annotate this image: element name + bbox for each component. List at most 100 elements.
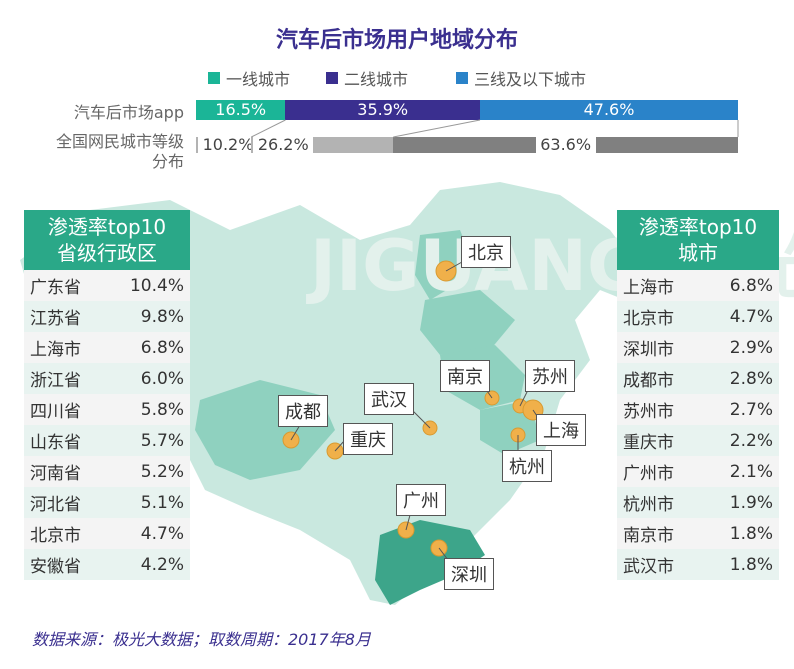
map-label-suzhou: 苏州: [525, 360, 575, 392]
province-table-row: 河南省 5.2%: [24, 456, 190, 487]
map-region-guangdong: [375, 520, 485, 605]
map-label-beijing: 北京: [461, 236, 511, 268]
app-row-label: 汽车后市场app: [73, 103, 184, 122]
stacked-bars: 16.5% 35.9% 47.6% 10.2% 26.2% 63.6%: [0, 0, 794, 170]
app-bar-label-3: 47.6%: [583, 100, 635, 119]
city-table-row: 上海市 6.8%: [617, 270, 779, 301]
city-table-row-value: 1.8%: [729, 523, 773, 544]
legend-item-tier3: 三线及以下城市: [456, 66, 586, 90]
province-table-row: 四川省 5.8%: [24, 394, 190, 425]
connector-line-2: [393, 119, 481, 138]
map-label-wuhan: 武汉: [364, 383, 414, 415]
city-table-row-value: 1.8%: [729, 554, 773, 575]
national-row-label-line2: 分布: [151, 152, 184, 171]
national-bar-label-1: 10.2%: [198, 134, 258, 156]
province-table-row-value: 6.0%: [140, 368, 184, 389]
app-bar-label-1: 16.5%: [215, 100, 267, 119]
national-row-label-line1: 全国网民城市等级: [55, 132, 184, 151]
province-table-row-value: 9.8%: [140, 306, 184, 327]
city-table-row-name: 重庆市: [623, 433, 674, 453]
city-table-row-value: 1.9%: [729, 492, 773, 513]
city-table-row-name: 上海市: [623, 278, 674, 298]
city-table-row: 成都市 2.8%: [617, 363, 779, 394]
city-table-row-name: 广州市: [623, 464, 674, 484]
province-table-row-name: 江苏省: [30, 309, 81, 329]
map-label-shenzhen: 深圳: [444, 558, 494, 590]
province-table-row: 山东省 5.7%: [24, 425, 190, 456]
city-table-row-name: 南京市: [623, 526, 674, 546]
city-table-row: 武汉市 1.8%: [617, 549, 779, 580]
city-table-row: 南京市 1.8%: [617, 518, 779, 549]
province-table-row-name: 四川省: [30, 402, 81, 422]
source-note: 数据来源：极光大数据；取数周期：2017年8月: [32, 630, 371, 649]
province-table-row-name: 山东省: [30, 433, 81, 453]
province-table-row-value: 10.4%: [129, 275, 184, 296]
legend-label-tier2: 二线城市: [344, 70, 409, 89]
province-table-row-name: 安徽省: [30, 557, 81, 577]
city-table: 渗透率top10 城市 上海市 6.8% 北京市 4.7% 深圳市 2.9% 成都市 2.8%…: [617, 210, 779, 580]
city-table-row-value: 4.7%: [729, 306, 773, 327]
province-table-row-name: 河北省: [30, 495, 81, 515]
province-table-row-name: 北京市: [30, 526, 81, 546]
city-table-row-name: 北京市: [623, 309, 674, 329]
province-table-row: 上海市 6.8%: [24, 332, 190, 363]
city-table-row-value: 2.8%: [729, 368, 773, 389]
province-table-row-name: 广东省: [30, 278, 81, 298]
province-table-row-name: 河南省: [30, 464, 81, 484]
city-table-body: 上海市 6.8% 北京市 4.7% 深圳市 2.9% 成都市 2.8% 苏州市 2.7% 重庆市 2.…: [617, 270, 779, 580]
map-label-chengdu: 成都: [278, 395, 328, 427]
map-label-guangzhou: 广州: [396, 484, 446, 516]
city-table-row: 重庆市 2.2%: [617, 425, 779, 456]
city-table-header-line1: 渗透率top10: [638, 215, 758, 239]
province-table-row-name: 上海市: [30, 340, 81, 360]
chart-title: 汽车后市场用户地域分布: [275, 28, 518, 53]
province-table-header-line2: 省级行政区: [57, 241, 157, 265]
province-table-header-line1: 渗透率top10: [47, 215, 167, 239]
province-table-body: 广东省 10.4% 江苏省 9.8% 上海市 6.8% 浙江省 6.0% 四川省 5.8% 山东省 5…: [24, 270, 190, 580]
app-bar-segment-1: 16.5%: [196, 100, 286, 120]
bar-connector-lines: [251, 119, 739, 138]
province-table-row: 江苏省 9.8%: [24, 301, 190, 332]
map-region-central-east: [420, 290, 515, 355]
city-table-row: 广州市 2.1%: [617, 456, 779, 487]
connector-line-1: [251, 119, 286, 138]
province-table-row-value: 5.8%: [140, 399, 184, 420]
province-table-row: 浙江省 6.0%: [24, 363, 190, 394]
map-label-nanjing: 南京: [440, 360, 490, 392]
province-table-row: 北京市 4.7%: [24, 518, 190, 549]
national-bar-label-3: 63.6%: [535, 134, 596, 156]
app-bar-label-2: 35.9%: [357, 100, 409, 119]
province-table-row-value: 5.7%: [140, 430, 184, 451]
city-table-row-value: 2.1%: [729, 461, 773, 482]
city-table-row-name: 武汉市: [623, 557, 674, 577]
legend-item-tier1: 一线城市: [208, 66, 290, 90]
city-table-row: 北京市 4.7%: [617, 301, 779, 332]
province-table: 渗透率top10 省级行政区 广东省 10.4% 江苏省 9.8% 上海市 6.8% 浙江省…: [24, 210, 190, 580]
province-table-row: 安徽省 4.2%: [24, 549, 190, 580]
city-table-row-name: 深圳市: [623, 340, 674, 360]
province-table-header: 渗透率top10 省级行政区: [24, 210, 190, 270]
legend-swatch-tier3: [456, 72, 468, 84]
province-table-row-value: 4.7%: [140, 523, 184, 544]
province-table-row: 广东省 10.4%: [24, 270, 190, 301]
legend-label-tier1: 一线城市: [226, 70, 291, 89]
province-table-row-value: 4.2%: [140, 554, 184, 575]
map-label-chongqing: 重庆: [343, 423, 393, 455]
app-bar-segment-3: 47.6%: [480, 100, 738, 120]
province-table-row-value: 6.8%: [140, 337, 184, 358]
national-row-label: 全国网民城市等级 分布: [20, 132, 184, 172]
city-table-header-line2: 城市: [678, 241, 718, 265]
province-table-row-value: 5.2%: [140, 461, 184, 482]
city-table-row-name: 杭州市: [623, 495, 674, 515]
city-table-header: 渗透率top10 城市: [617, 210, 779, 270]
city-table-row-value: 6.8%: [729, 275, 773, 296]
legend-swatch-tier1: [208, 72, 220, 84]
app-bar-segment-2: 35.9%: [285, 100, 480, 120]
national-bar-label-2: 26.2%: [253, 134, 314, 156]
map-label-hangzhou: 杭州: [502, 450, 552, 482]
province-table-row: 河北省 5.1%: [24, 487, 190, 518]
city-table-row-name: 成都市: [623, 371, 674, 391]
city-table-row-name: 苏州市: [623, 402, 674, 422]
city-table-row: 苏州市 2.7%: [617, 394, 779, 425]
map-label-shanghai: 上海: [536, 414, 586, 446]
